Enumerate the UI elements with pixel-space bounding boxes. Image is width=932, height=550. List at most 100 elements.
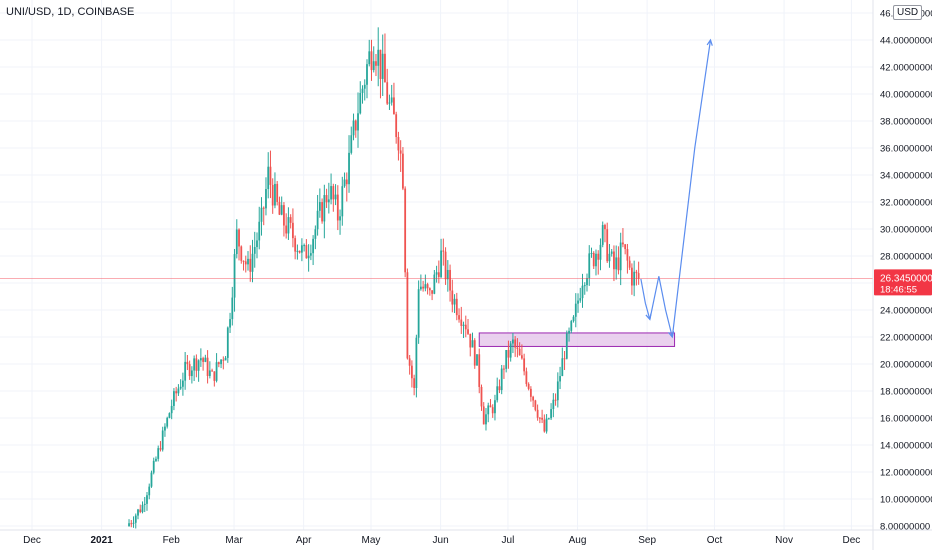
price-tick-label: 30.00000000 [880, 225, 932, 236]
price-tick-label: 8.00000000 [880, 522, 930, 533]
candle-body [175, 391, 178, 394]
candle-body [619, 242, 622, 271]
candle-body [348, 152, 350, 185]
candle-body [624, 244, 627, 250]
candle-body [574, 303, 577, 317]
candle-body [534, 400, 537, 410]
projection-drawing[interactable] [640, 38, 713, 339]
candle-body [498, 386, 501, 391]
candle-body [390, 97, 393, 103]
candle-body [455, 298, 458, 316]
time-axis[interactable]: Dec 2021 Feb Mar Apr May Jun Jul Aug Sep Oct Nov Dec [0, 529, 932, 546]
candle-body [231, 297, 234, 320]
price-tick-label: 18.00000000 [880, 387, 932, 398]
candle-body [521, 355, 523, 359]
candle-body [467, 329, 469, 334]
candle-body [182, 380, 184, 387]
candle-body [460, 319, 463, 326]
candle-body [597, 253, 600, 260]
candle-body [402, 153, 404, 189]
candle-body [186, 361, 189, 365]
price-tick-label: 14.00000000 [880, 441, 932, 452]
candle-body [238, 229, 240, 247]
candle-body [168, 413, 171, 418]
price-tick-label: 22.00000000 [880, 333, 932, 344]
candle-body [458, 315, 460, 320]
candle-body [215, 362, 218, 381]
candle-body [170, 405, 173, 414]
time-tick-label: Nov [775, 535, 793, 546]
time-tick-label: Dec [843, 535, 861, 546]
price-tick-label: 16.00000000 [880, 414, 932, 425]
candle-body [505, 350, 508, 369]
candle-body [410, 365, 413, 379]
candle-body [437, 272, 440, 277]
candle-body [482, 406, 485, 425]
candle-body [323, 195, 326, 222]
candle-body [586, 278, 588, 286]
candle-body [431, 290, 433, 294]
candle-body [157, 448, 160, 459]
candle-body [318, 202, 321, 211]
candle-body [177, 388, 180, 394]
candle-body [253, 247, 256, 254]
candle-body [325, 195, 328, 203]
candle-body [139, 509, 142, 513]
candle-body [588, 253, 591, 279]
candle-body [179, 386, 182, 389]
time-tick-label: Dec [23, 535, 41, 546]
candle-body [352, 120, 355, 136]
candle-body [433, 274, 436, 294]
time-tick-label: Jun [433, 535, 449, 546]
candle-body [146, 495, 148, 504]
candle-body [260, 207, 263, 222]
candle-body [271, 184, 274, 206]
candle-body [599, 244, 602, 260]
candle-body [152, 460, 155, 473]
candle-body [397, 137, 400, 151]
candle-body [204, 357, 207, 362]
candle-body [424, 284, 427, 289]
candle-body [276, 183, 279, 202]
candle-body [579, 298, 582, 301]
candle-body [516, 347, 519, 349]
currency-button[interactable]: USD [893, 5, 923, 20]
candle-body [321, 202, 323, 222]
candle-body [545, 418, 548, 432]
last-price-value: 26.34500000 [880, 273, 932, 284]
candle-body [280, 205, 283, 215]
candle-body [417, 289, 420, 338]
candle-body [375, 61, 377, 66]
candle-body [361, 88, 364, 93]
time-tick-label: 2021 [90, 535, 113, 546]
symbol-header[interactable]: UNI/USD, 1D, COINBASE [6, 6, 135, 18]
candle-body [532, 396, 535, 401]
candle-body [164, 426, 166, 431]
candle-body [251, 253, 254, 272]
candle-body [413, 378, 416, 388]
candle-body [307, 255, 310, 259]
candle-body [229, 319, 231, 328]
projection-path [640, 39, 712, 338]
candle-body [208, 370, 211, 376]
candle-body [256, 240, 258, 248]
candle-body [592, 252, 595, 267]
candle-body [222, 359, 225, 361]
candle-body [471, 340, 474, 348]
candle-body [296, 250, 299, 252]
candle-body [559, 376, 561, 382]
candle-body [300, 245, 303, 253]
candle-body [206, 357, 209, 376]
candle-body [249, 258, 252, 272]
candle-body [305, 245, 308, 259]
candle-body [547, 418, 550, 420]
candle-body [334, 194, 337, 200]
candle-body [570, 321, 573, 331]
candle-body [137, 509, 139, 516]
time-tick-label: Sep [638, 535, 656, 546]
candle-body [606, 229, 609, 262]
candle-body [473, 340, 476, 366]
candle-body [487, 405, 490, 415]
candle-body [242, 260, 245, 262]
